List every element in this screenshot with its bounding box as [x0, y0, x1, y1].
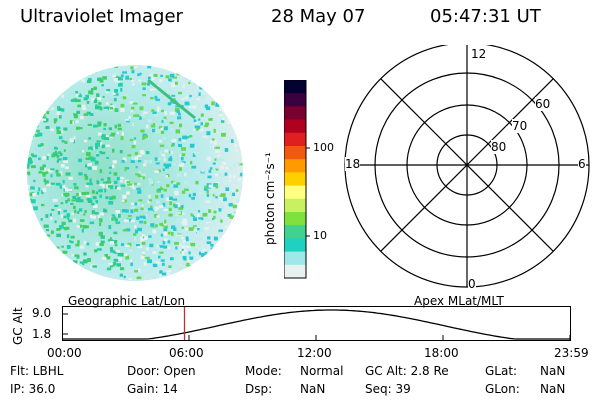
- uv-image-disk: [27, 65, 243, 281]
- xtick-0600: 06:00: [169, 346, 204, 360]
- xtick-1800: 18:00: [424, 346, 459, 360]
- instrument-title: Ultraviolet Imager: [20, 6, 183, 27]
- apex-title: Apex MLat/MLT: [414, 294, 504, 308]
- altitude-timeline: [62, 306, 571, 341]
- dsp-value: NaN: [300, 382, 326, 396]
- ytick-9: 9.0: [32, 306, 52, 320]
- colorbar-tick-100: 100: [313, 141, 334, 154]
- glon-label: GLon:: [485, 382, 520, 396]
- glat-label: GLat:: [485, 364, 518, 378]
- mlt-label-6: 6: [578, 157, 586, 171]
- gain-label: Gain: 14: [127, 382, 178, 396]
- time-label: 05:47:31 UT: [430, 6, 541, 27]
- gcalt-label: GC Alt: 2.8 Re: [365, 364, 449, 378]
- xtick-1200: 12:00: [297, 346, 332, 360]
- colorbar-tick-10: 10: [313, 229, 327, 242]
- mode-value: Normal: [300, 364, 344, 378]
- colorbar: [284, 80, 310, 279]
- mlt-label-12: 12: [471, 47, 487, 61]
- seq-label: Seq: 39: [365, 382, 411, 396]
- filter-label: Flt: LBHL: [10, 364, 64, 378]
- timeline-ylabel: GC Alt: [11, 307, 25, 345]
- xtick-0000: 00:00: [47, 346, 82, 360]
- lat-label-60: 60: [535, 97, 551, 111]
- polar-grid: [344, 45, 590, 288]
- lat-label-70: 70: [512, 119, 528, 133]
- date-label: 28 May 07: [271, 6, 366, 27]
- door-label: Door: Open: [127, 364, 196, 378]
- colorbar-unit-label: photon cm⁻²s⁻¹: [263, 152, 277, 245]
- ip-label: IP: 36.0: [10, 382, 56, 396]
- mlt-label-0: 0: [468, 277, 476, 291]
- glon-value: NaN: [540, 382, 566, 396]
- xtick-2359: 23:59: [554, 346, 589, 360]
- geographic-title: Geographic Lat/Lon: [68, 294, 186, 308]
- colorbar-gradient: [284, 80, 306, 279]
- ytick-1.8: 1.8: [32, 327, 52, 341]
- lat-label-80: 80: [491, 140, 507, 154]
- glat-value: NaN: [540, 364, 566, 378]
- mode-label: Mode:: [245, 364, 282, 378]
- dsp-label: Dsp:: [245, 382, 273, 396]
- mlt-label-18: 18: [345, 157, 361, 171]
